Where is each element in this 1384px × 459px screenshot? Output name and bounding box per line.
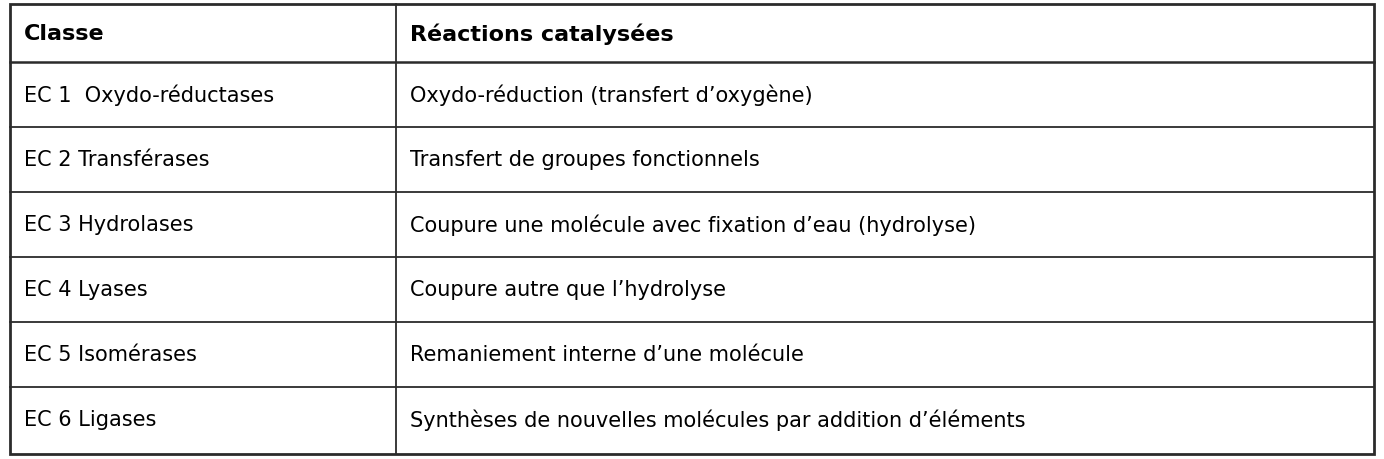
Text: Transfert de groupes fonctionnels: Transfert de groupes fonctionnels	[410, 150, 760, 170]
Text: Réactions catalysées: Réactions catalysées	[410, 23, 674, 45]
Text: Coupure autre que l’hydrolyse: Coupure autre que l’hydrolyse	[410, 280, 727, 300]
Text: Synthèses de nouvelles molécules par addition d’éléments: Synthèses de nouvelles molécules par add…	[410, 409, 1026, 431]
Text: Oxydo-réduction (transfert d’oxygène): Oxydo-réduction (transfert d’oxygène)	[410, 84, 812, 106]
Text: EC 4 Lyases: EC 4 Lyases	[24, 280, 148, 300]
Text: EC 1  Oxydo-réductases: EC 1 Oxydo-réductases	[24, 84, 274, 106]
Text: EC 2 Transférases: EC 2 Transférases	[24, 150, 209, 170]
Text: EC 6 Ligases: EC 6 Ligases	[24, 409, 156, 430]
Text: EC 3 Hydrolases: EC 3 Hydrolases	[24, 215, 194, 235]
Text: EC 5 Isomérases: EC 5 Isomérases	[24, 345, 197, 365]
Text: Remaniement interne d’une molécule: Remaniement interne d’une molécule	[410, 345, 804, 365]
Text: Coupure une molécule avec fixation d’eau (hydrolyse): Coupure une molécule avec fixation d’eau…	[410, 214, 976, 236]
Text: Classe: Classe	[24, 24, 105, 44]
